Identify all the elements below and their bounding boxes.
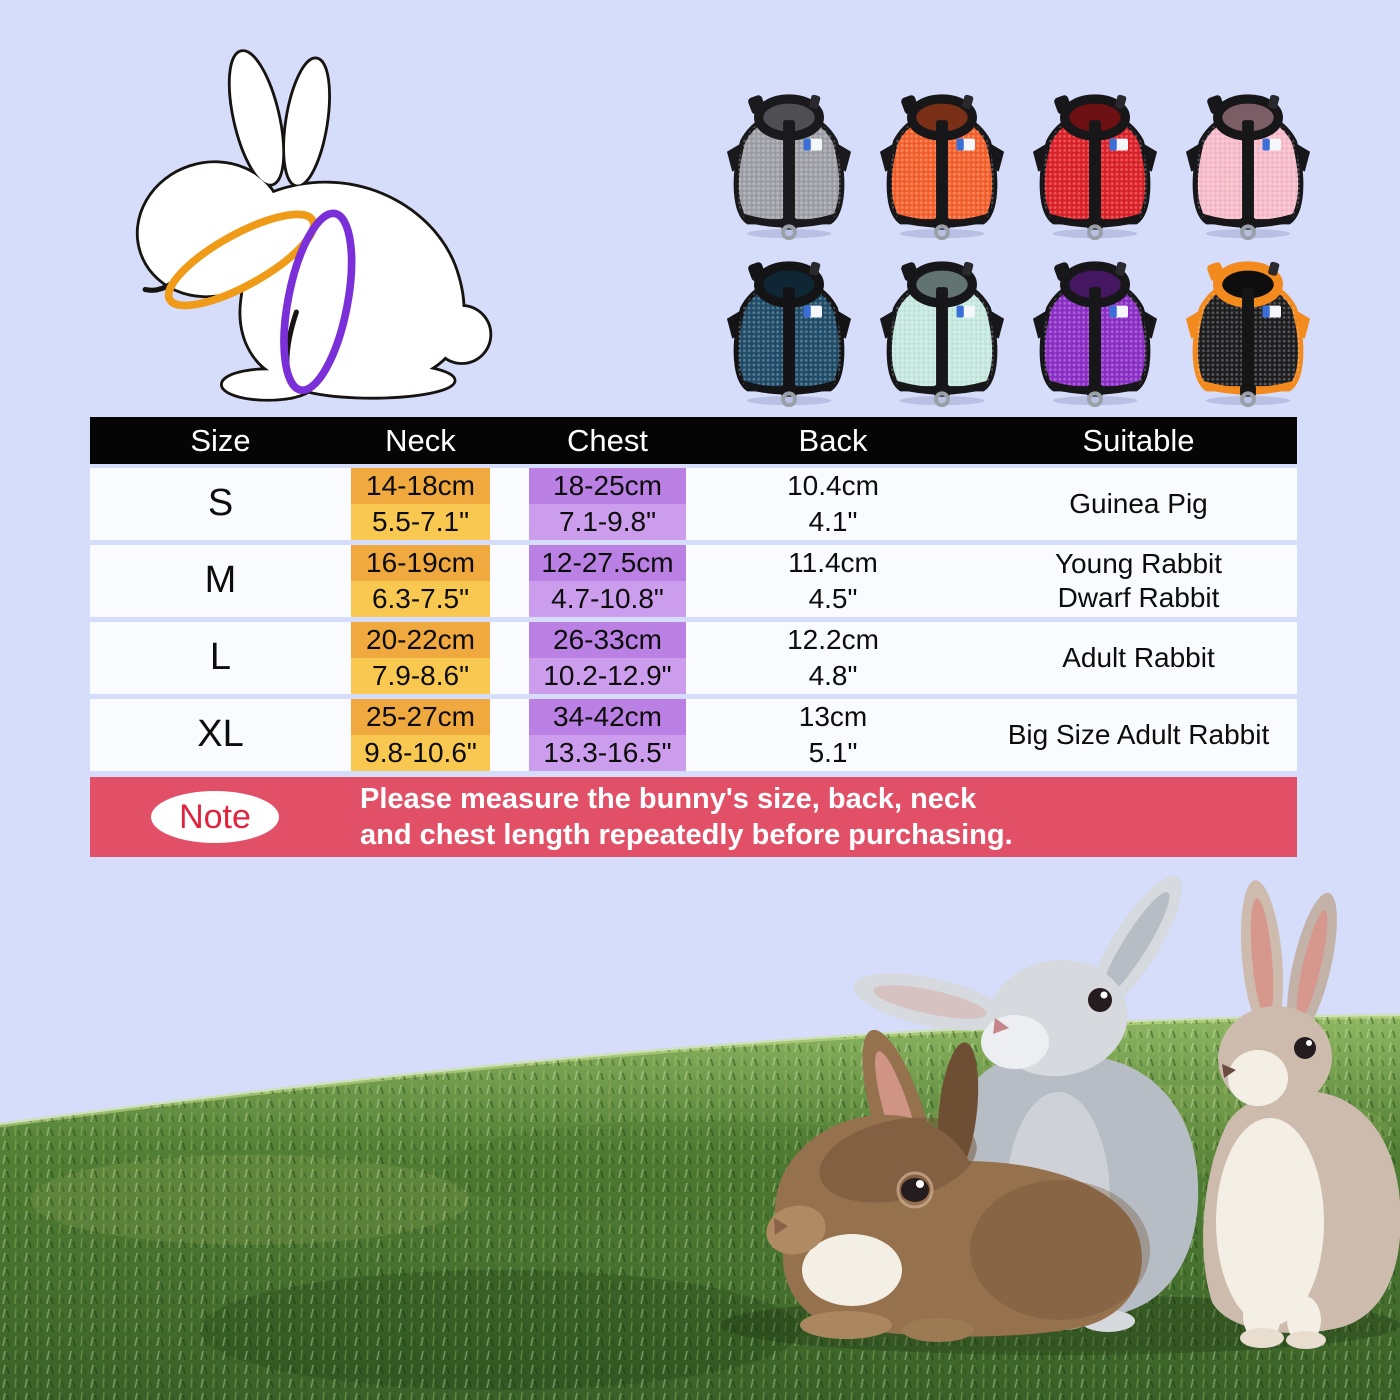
note-label: Note: [179, 797, 251, 836]
gray-rabbit-nose: [993, 1018, 1009, 1034]
brown-rabbit-nose: [774, 1218, 788, 1235]
suitable-cell: Adult Rabbit: [1062, 642, 1215, 674]
gray-rabbit-eye: [1088, 988, 1112, 1012]
brown-rabbit: [766, 1029, 1150, 1342]
white-rabbit-nose: [1222, 1064, 1236, 1078]
neck-cell: 14-18cm 5.5-7.1": [351, 468, 490, 540]
rabbit-measure-diagram: [135, 49, 493, 402]
header-chest: Chest: [567, 422, 648, 458]
note-banner: Note Please measure the bunny's size, ba…: [90, 777, 1297, 857]
header-suitable: Suitable: [1082, 422, 1195, 458]
back-cell: 10.4cm 4.1": [787, 470, 879, 537]
harness-red: [1018, 86, 1171, 243]
table-row-s: S 14-18cm 5.5-7.1" 18-25cm 7.1-9.8" 10.4…: [90, 468, 1297, 540]
note-badge: Note: [151, 791, 279, 843]
size-value: S: [207, 482, 234, 525]
rabbits-photo: [0, 876, 1400, 1400]
chest-cell: 34-42cm 13.3-16.5": [529, 699, 686, 771]
table-row-xl: XL 25-27cm 9.8-10.6" 34-42cm 13.3-16.5" …: [90, 699, 1297, 771]
table-row-m: M 16-19cm 6.3-7.5" 12-27.5cm 4.7-10.8" 1…: [90, 545, 1297, 617]
harness-grey: [712, 86, 865, 243]
suitable-cell: Young Rabbit Dwarf Rabbit: [1054, 548, 1223, 613]
neck-cell: 16-19cm 6.3-7.5": [351, 545, 490, 617]
harness-mint: [865, 253, 1018, 410]
chest-cell: 12-27.5cm 4.7-10.8": [529, 545, 686, 617]
white-rabbit: [1203, 880, 1400, 1349]
note-text: Please measure the bunny's size, back, n…: [360, 783, 1013, 851]
white-rabbit-eye: [1294, 1037, 1316, 1059]
neck-measure-loop: [164, 210, 318, 310]
harness-navy: [712, 253, 865, 410]
size-table-header: Size Neck Chest Back Suitable: [90, 417, 1297, 464]
size-value: M: [204, 559, 237, 602]
harness-pink: [1171, 86, 1324, 243]
chest-cell: 18-25cm 7.1-9.8": [529, 468, 686, 540]
harness-black: [1171, 253, 1324, 410]
neck-cell: 20-22cm 7.9-8.6": [351, 622, 490, 694]
size-value: L: [209, 636, 232, 679]
neck-cell: 25-27cm 9.8-10.6": [351, 699, 490, 771]
chest-measure-loop: [280, 209, 356, 395]
back-cell: 11.4cm 4.5": [788, 547, 878, 614]
header-neck: Neck: [385, 422, 456, 458]
suitable-cell: Guinea Pig: [1069, 488, 1208, 520]
back-cell: 12.2cm 4.8": [787, 624, 879, 691]
chest-cell: 26-33cm 10.2-12.9": [529, 622, 686, 694]
back-cell: 13cm 5.1": [798, 701, 868, 768]
header-size: Size: [190, 422, 251, 458]
harness-purple: [1018, 253, 1171, 410]
harness-color-grid: [712, 86, 1324, 410]
suitable-cell: Big Size Adult Rabbit: [1007, 719, 1270, 751]
header-back: Back: [798, 422, 868, 458]
size-value: XL: [197, 713, 244, 756]
size-table: Size Neck Chest Back Suitable S 14-18cm …: [90, 417, 1297, 771]
table-row-l: L 20-22cm 7.9-8.6" 26-33cm 10.2-12.9" 12…: [90, 622, 1297, 694]
brown-rabbit-eye: [901, 1178, 929, 1202]
harness-orange: [865, 86, 1018, 243]
